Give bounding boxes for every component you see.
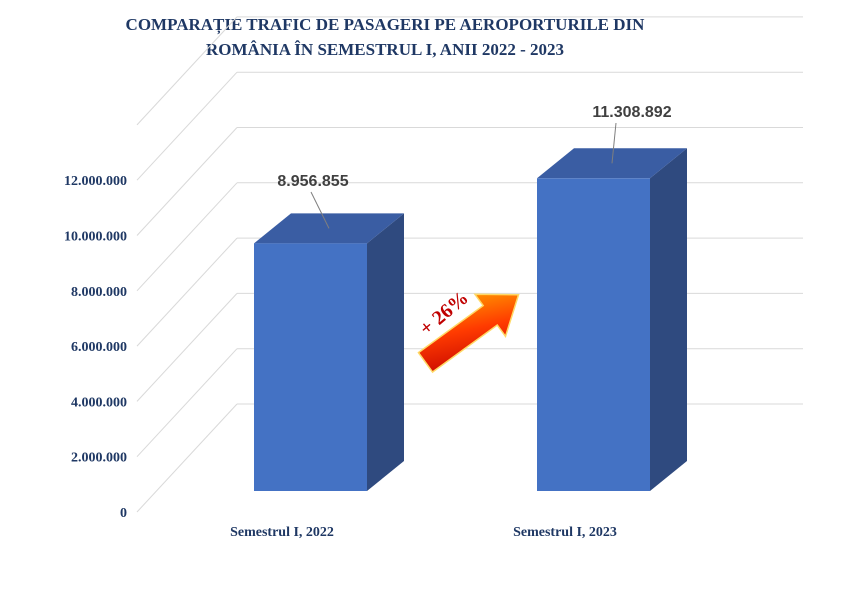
data-label-leader: [310, 191, 330, 229]
gridline-diagonal: [136, 71, 238, 181]
y-tick-label: 12.000.000: [64, 174, 127, 189]
bar-2: [537, 148, 687, 491]
data-label: 8.956.855: [277, 173, 348, 190]
x-tick-label: Semestrul I, 2022: [230, 525, 334, 540]
y-tick-label: 2.000.000: [71, 451, 127, 466]
gridline-diagonal: [136, 237, 238, 347]
y-axis-ticks: 0 2.000.000 4.000.000 6.000.000 8.000.000 10.…: [64, 174, 127, 521]
gridline-diagonal: [136, 182, 238, 292]
y-tick-label: 8.000.000: [71, 285, 127, 300]
y-tick-label: 0: [120, 506, 127, 521]
gridline-diagonal: [136, 403, 238, 513]
gridline-diagonal: [136, 127, 238, 236]
gridlines: [136, 16, 803, 513]
bar-front: [254, 243, 367, 491]
bar-side: [650, 148, 687, 491]
y-tick-label: 6.000.000: [71, 340, 127, 355]
bar-side: [367, 213, 404, 491]
x-tick-label: Semestrul I, 2023: [513, 525, 617, 540]
data-label: 11.308.892: [592, 104, 671, 121]
chart-title-line-2: ROMÂNIA ÎN SEMESTRUL I, ANII 2022 - 2023: [206, 40, 564, 59]
data-labels: 8.956.855 11.308.892: [277, 104, 672, 229]
bar-1: [254, 213, 404, 491]
chart-title-line-1: COMPARAȚIE TRAFIC DE PASAGERI PE AEROPOR…: [126, 15, 646, 35]
gridline-diagonal: [136, 348, 238, 458]
gridline-diagonal: [136, 16, 238, 126]
y-tick-label: 4.000.000: [71, 395, 127, 410]
growth-arrow-icon: [417, 293, 520, 374]
x-axis-ticks: Semestrul I, 2022 Semestrul I, 2023: [230, 525, 617, 540]
bars: [254, 148, 687, 491]
bar-front: [537, 178, 650, 491]
gridline-diagonal: [136, 293, 238, 402]
data-label-leader: [611, 122, 617, 164]
y-tick-label: 10.000.000: [64, 230, 127, 245]
